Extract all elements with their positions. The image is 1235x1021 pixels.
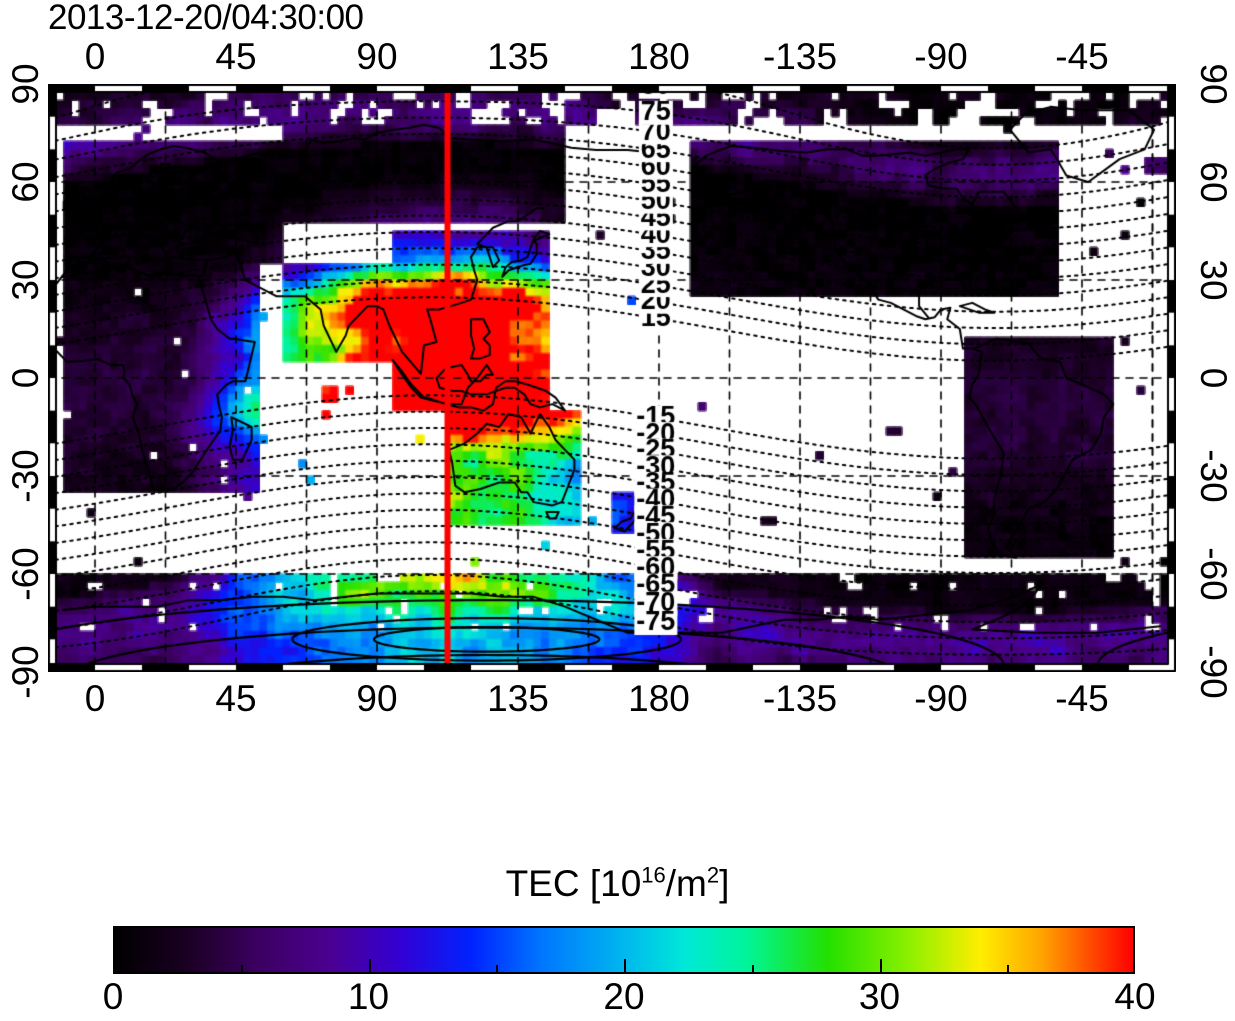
x-tick-label: 0	[84, 678, 106, 719]
colorbar-tick-label: 40	[1114, 976, 1156, 1017]
colorbar-minor-tick	[751, 965, 754, 974]
y-tick-label: -90	[5, 645, 46, 699]
colorbar-major-tick	[368, 959, 371, 974]
colorbar-major-tick	[624, 959, 626, 974]
x-tick-label: -45	[1055, 678, 1109, 719]
x-tick-label: 90	[356, 678, 398, 719]
x-tick-label: -45	[1055, 36, 1109, 77]
x-tick-label: 45	[215, 678, 257, 719]
y-tick-label: -30	[1193, 449, 1234, 503]
x-tick-label: -90	[914, 678, 968, 719]
colorbar-tick-label: 30	[858, 976, 901, 1017]
x-tick-label: -90	[914, 36, 968, 77]
colorbar-title-close: ]	[719, 863, 730, 904]
y-tick-label: 60	[5, 161, 46, 203]
y-tick-label: 0	[5, 367, 46, 389]
colorbar[interactable]	[113, 926, 1135, 974]
x-axis-labels-bottom: 0 45 90 135 180 -135 -90 -45	[0, 678, 1235, 720]
y-tick-label: 90	[5, 63, 46, 105]
colorbar-tick-labels: 0 10 20 30 40	[103, 975, 1156, 1021]
colorbar-title-exponent2: 2	[706, 862, 720, 888]
x-tick-label: -135	[762, 36, 838, 77]
colorbar-minor-tick	[496, 965, 499, 974]
tec-heatmap-canvas	[48, 84, 1176, 672]
map-plot-area	[48, 84, 1176, 672]
x-tick-label: 0	[84, 36, 106, 77]
y-tick-label: -30	[5, 449, 46, 503]
colorbar-major-tick	[879, 959, 882, 974]
colorbar-minor-tick	[240, 965, 243, 974]
colorbar-title-tail: /m	[665, 863, 707, 904]
y-tick-label: 90	[1193, 63, 1234, 105]
x-tick-label: 45	[215, 36, 257, 77]
x-tick-label: 180	[628, 36, 690, 77]
x-tick-label: -135	[762, 678, 838, 719]
y-tick-label: 60	[1193, 161, 1234, 203]
x-tick-label: 135	[487, 36, 549, 77]
x-tick-label: 90	[356, 36, 398, 77]
x-tick-label: 135	[487, 678, 549, 719]
x-axis-labels-top: 0 45 90 135 180 -135 -90 -45	[0, 36, 1235, 78]
y-tick-label: 30	[5, 259, 46, 301]
x-tick-label: 180	[628, 678, 690, 719]
y-tick-label: 30	[1193, 259, 1234, 301]
colorbar-title-main: TEC [10	[505, 863, 642, 904]
y-tick-label: -90	[1193, 645, 1234, 699]
colorbar-minor-tick	[1007, 965, 1010, 974]
colorbar-tick-label: 10	[347, 976, 390, 1017]
y-tick-label: -60	[1193, 547, 1234, 601]
colorbar-tick-label: 20	[603, 976, 645, 1017]
y-tick-label: -60	[5, 547, 46, 601]
colorbar-tick-label: 0	[102, 976, 124, 1017]
y-tick-label: 0	[1193, 367, 1234, 389]
colorbar-title: TEC [1016/m2]	[0, 862, 1235, 906]
figure-title: 2013-12-20/04:30:00	[48, 0, 364, 37]
colorbar-title-exponent: 16	[641, 862, 666, 888]
